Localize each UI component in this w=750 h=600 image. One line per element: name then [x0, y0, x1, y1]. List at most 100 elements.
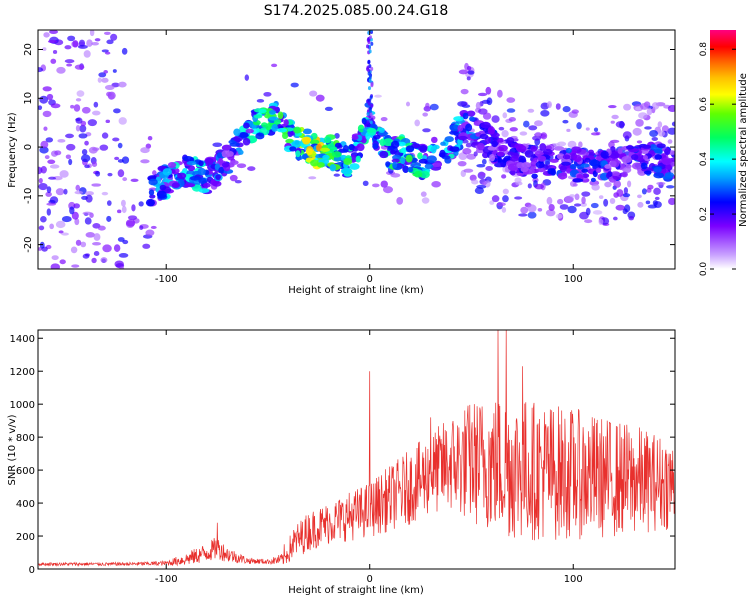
heatmap-cell — [95, 170, 101, 177]
heatmap-cell — [380, 180, 388, 188]
heatmap-cell — [548, 203, 555, 212]
heatmap-cell — [92, 147, 100, 151]
heatmap-cell — [476, 164, 486, 168]
heatmap-cell — [84, 217, 92, 225]
heatmap-cell — [66, 143, 76, 151]
heatmap-cell — [366, 44, 370, 49]
heatmap-cell — [118, 117, 127, 125]
heatmap-cell — [320, 147, 330, 152]
heatmap-cell — [545, 209, 556, 217]
heatmap-cell — [101, 132, 109, 139]
heatmap-cell — [382, 186, 393, 194]
heatmap-cell — [635, 119, 644, 127]
heatmap-cell — [182, 156, 194, 162]
heatmap-cell — [366, 111, 370, 116]
heatmap-cell — [667, 127, 675, 135]
heatmap-cell — [372, 183, 380, 188]
heatmap-cell — [535, 131, 542, 137]
heatmap-y-axis-label: Frequency (Hz) — [7, 112, 18, 188]
heatmap-cell — [547, 168, 556, 175]
heatmap-cell — [263, 91, 272, 97]
heatmap-cell — [502, 188, 509, 195]
heatmap-cell — [121, 156, 130, 164]
heatmap-cell — [78, 39, 86, 47]
heatmap-cell — [457, 135, 468, 141]
heatmap-cell — [271, 124, 279, 132]
heatmap-cell — [518, 155, 526, 164]
heatmap-cell — [198, 177, 207, 185]
heatmap-cell — [268, 116, 279, 121]
heatmap-cell — [576, 122, 582, 130]
heatmap-cell — [333, 173, 340, 177]
heatmap-cell — [496, 157, 502, 163]
heatmap-cell — [101, 77, 109, 83]
heatmap-cell — [623, 187, 628, 195]
heatmap-cell — [290, 82, 299, 88]
heatmap-cell — [649, 129, 659, 137]
heatmap-cell — [654, 149, 663, 154]
heatmap-cell — [51, 255, 59, 261]
heatmap-cell — [585, 207, 591, 216]
heatmap-cell — [487, 126, 496, 135]
heatmap-cell — [635, 106, 642, 111]
heatmap-cell — [367, 101, 371, 106]
heatmap-cell — [98, 72, 107, 78]
heatmap-cell — [661, 125, 669, 133]
heatmap-cell — [385, 161, 391, 168]
heatmap-cell — [118, 252, 129, 258]
snr-y-tick-label: 1400 — [10, 334, 35, 345]
heatmap-cell — [431, 136, 438, 144]
heatmap-cell — [616, 189, 624, 197]
heatmap-cell — [465, 142, 472, 148]
heatmap-cell — [657, 121, 663, 128]
heatmap-y-tick-label: 0 — [23, 144, 34, 150]
heatmap-cell — [55, 188, 65, 196]
heatmap-cell — [285, 138, 295, 144]
heatmap-cell — [643, 170, 652, 175]
heatmap-cell — [43, 32, 50, 38]
heatmap-cell — [462, 148, 472, 155]
heatmap-cell — [247, 166, 256, 171]
heatmap-cell — [45, 137, 54, 143]
heatmap-cell — [571, 109, 579, 114]
heatmap-cell — [38, 183, 48, 191]
heatmap-cell — [189, 175, 201, 181]
heatmap-cell — [402, 165, 410, 173]
heatmap-cell — [84, 140, 89, 146]
heatmap-cell — [93, 233, 101, 241]
heatmap-cell — [75, 124, 81, 132]
heatmap-cell — [518, 213, 528, 217]
heatmap-cell — [534, 183, 544, 190]
heatmap-cell — [59, 259, 66, 265]
heatmap-cell — [390, 140, 400, 149]
heatmap-cell — [657, 130, 666, 137]
heatmap-cell — [506, 108, 516, 113]
heatmap-cell — [369, 112, 373, 117]
heatmap-cell — [118, 81, 127, 88]
heatmap-cell — [243, 122, 250, 129]
heatmap-cell — [527, 204, 537, 213]
heatmap-cell — [491, 140, 499, 148]
heatmap-cell — [184, 183, 196, 188]
heatmap-cell — [76, 90, 85, 97]
heatmap-cell — [116, 209, 122, 214]
heatmap-cell — [617, 147, 623, 155]
heatmap-cell — [372, 143, 379, 150]
heatmap-cell — [637, 201, 644, 208]
heatmap-cell — [49, 223, 55, 230]
heatmap-cell — [463, 168, 474, 173]
heatmap-cell — [424, 163, 434, 170]
heatmap-cell — [369, 35, 373, 40]
heatmap-cell — [628, 216, 635, 221]
heatmap-cell — [46, 93, 54, 101]
heatmap-cell — [664, 148, 671, 156]
heatmap-cell — [520, 206, 529, 214]
heatmap-cell — [47, 39, 58, 44]
heatmap-cell — [368, 106, 372, 111]
heatmap-cell — [42, 110, 52, 118]
heatmap-cell — [349, 163, 360, 170]
heatmap-cell — [457, 101, 468, 107]
heatmap-cell — [621, 171, 628, 178]
heatmap-cell — [591, 183, 600, 191]
